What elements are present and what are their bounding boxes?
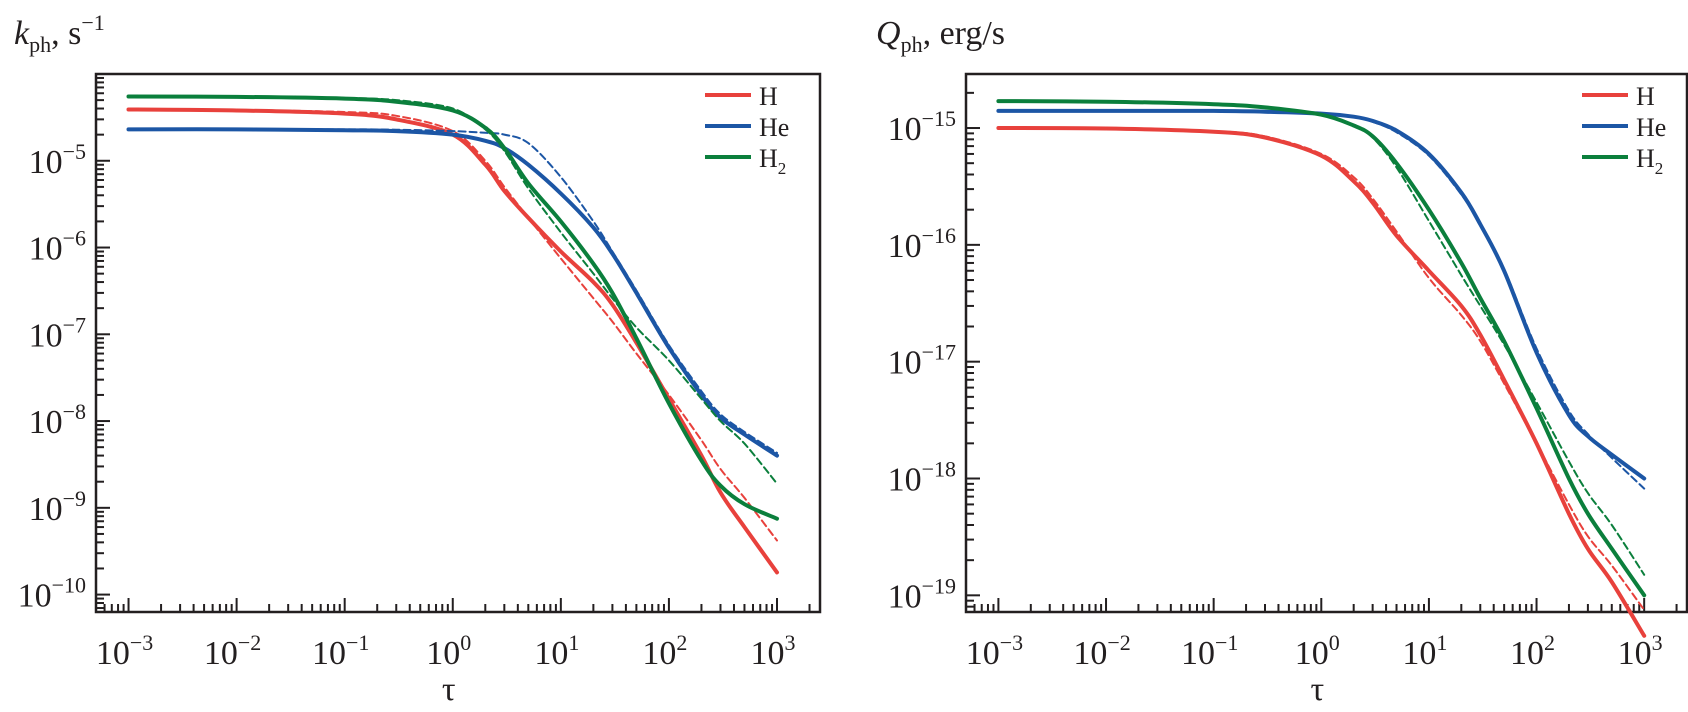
series-h-solid-line <box>126 107 779 575</box>
y-tick-label: 10−18 <box>888 457 956 499</box>
x-tick-label: 10−1 <box>312 630 369 672</box>
x-axis-title: τ <box>442 671 456 708</box>
x-tick-label: 100 <box>1295 630 1340 672</box>
x-tick-label: 103 <box>750 630 795 672</box>
legend-label-h: H <box>759 82 778 111</box>
x-tick-label: 10−3 <box>96 630 153 672</box>
legend-label-h2: H2 <box>759 144 786 178</box>
legend-label-h: H <box>1636 82 1655 111</box>
x-tick-label: 10−1 <box>1181 630 1238 672</box>
x-tick-label: 102 <box>1510 630 1555 672</box>
axes-frame <box>964 72 1688 614</box>
y-tick-label: 10−10 <box>18 573 86 615</box>
x-tick-label: 101 <box>1402 630 1447 672</box>
y-tick-label: 10−8 <box>29 399 86 441</box>
series-h2-solid-line <box>126 94 779 521</box>
y-tick-label: 10−6 <box>29 226 86 268</box>
x-tick-label: 100 <box>426 630 471 672</box>
y-tick-label: 10−5 <box>29 139 86 181</box>
x-tick-label: 103 <box>1618 630 1663 672</box>
panel-q-ph: 10−3 10−2 10−1 100 101 102 103 10−15 10−16 10−17 1… <box>876 15 1688 708</box>
series-he-solid-line <box>126 127 779 458</box>
axes-frame <box>94 72 822 614</box>
y-axis-title: Qph, erg/s <box>876 15 1005 57</box>
y-tick-label: 10−15 <box>888 106 956 148</box>
series-h2-dashed-line <box>127 95 778 485</box>
y-tick-label: 10−7 <box>29 312 86 354</box>
y-tick-label: 10−9 <box>29 486 86 528</box>
legend-label-h2: H2 <box>1636 144 1663 178</box>
y-tick-label: 10−17 <box>888 340 956 382</box>
x-axis-title: τ <box>1310 671 1324 708</box>
series-he-dashed-line <box>997 109 1646 490</box>
x-tick-label: 10−2 <box>1073 630 1130 672</box>
series-h-dashed-line <box>127 108 778 542</box>
x-tick-label: 10−3 <box>966 630 1023 672</box>
series-h2-solid-line <box>996 99 1647 598</box>
series-h2-dashed-line <box>997 100 1646 576</box>
y-tick-label: 10−19 <box>888 573 956 615</box>
panel-k-ph: 10−3 10−2 10−1 100 101 102 103 10−5 10−6 10−7 10−8… <box>14 10 822 708</box>
legend-label-he: He <box>1636 113 1666 142</box>
series-h-dashed-line <box>997 127 1646 611</box>
legend-label-he: He <box>759 113 789 142</box>
x-tick-label: 102 <box>642 630 687 672</box>
x-tick-label: 101 <box>534 630 579 672</box>
series-he-dashed-line <box>127 128 778 454</box>
series-h-solid-line <box>996 126 1647 638</box>
x-tick-label: 10−2 <box>204 630 261 672</box>
y-axis-title: kph, s−1 <box>14 10 105 57</box>
y-tick-label: 10−16 <box>888 223 956 265</box>
